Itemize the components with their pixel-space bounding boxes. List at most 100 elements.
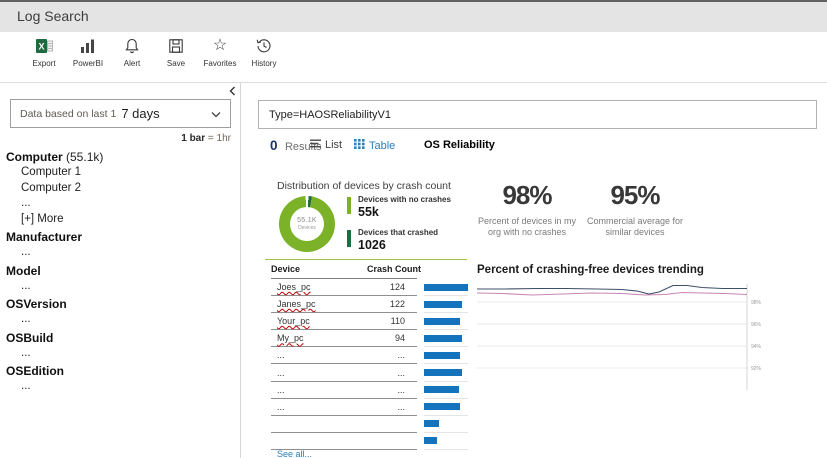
facet-model[interactable]: Model xyxy=(6,263,41,278)
y-tick-3: 94% xyxy=(751,344,762,350)
time-range-value: 7 days xyxy=(121,106,160,121)
time-range-prefix: Data based on last 1 xyxy=(20,107,117,120)
chevron-down-icon xyxy=(211,105,221,123)
stat-org-caption: Percent of devices in my org with no cra… xyxy=(477,216,577,237)
table-row[interactable]: ...... xyxy=(271,347,417,365)
trend-chart[interactable]: 98% 96% 94% 92% xyxy=(476,280,769,400)
table-label: Table xyxy=(369,139,396,152)
alert-button[interactable]: Alert xyxy=(110,36,154,68)
device-table-header-line xyxy=(271,278,417,279)
collapse-panel-chevron-icon[interactable] xyxy=(228,83,240,96)
table-row[interactable]: ...... xyxy=(271,399,417,416)
facet-item-osedition-ellipsis: ... xyxy=(21,380,31,392)
facet-list: Computer (55.1k) Computer 1 Computer 2 .… xyxy=(6,149,231,395)
crash-bar xyxy=(424,386,459,394)
crash-count-bar-column xyxy=(424,279,468,450)
col-crash-count: Crash Count xyxy=(367,264,421,274)
table-row[interactable]: ...... xyxy=(271,382,417,399)
legend-label-crashed: Devices that crashed xyxy=(358,228,439,237)
legend-no-crashes: Devices with no crashes 55k xyxy=(347,195,451,219)
table-row[interactable]: ...... xyxy=(271,364,417,382)
crash-bar xyxy=(424,403,461,411)
powerbi-button[interactable]: PowerBI xyxy=(66,36,110,68)
crash-bar xyxy=(424,300,463,308)
export-button[interactable]: X Export xyxy=(22,36,66,68)
stat-commercial-value: 95% xyxy=(610,180,660,210)
bar-scale-note: 1 bar = 1hr xyxy=(181,133,231,144)
stat-org-no-crashes: 98% Percent of devices in my org with no… xyxy=(475,180,579,238)
donut-center-label: Devices xyxy=(298,225,316,231)
facet-computer[interactable]: Computer (55.1k) xyxy=(6,150,104,164)
alert-label: Alert xyxy=(123,59,141,68)
facet-osedition[interactable]: OSEdition xyxy=(6,364,64,378)
see-all-link[interactable]: See all... xyxy=(277,449,313,458)
crash-bar xyxy=(424,283,468,291)
toolbar-divider xyxy=(0,82,827,83)
history-icon xyxy=(255,36,273,56)
facet-osversion[interactable]: OSVersion xyxy=(6,297,67,311)
star-icon: ☆ xyxy=(212,37,228,54)
history-button[interactable]: History xyxy=(242,36,286,68)
bar-scale-rest: = 1hr xyxy=(207,133,231,144)
distribution-title: Distribution of devices by crash count xyxy=(277,180,451,192)
y-tick-2: 96% xyxy=(751,322,762,328)
device-table-rows: Joes_pc 124 Janes_pc 122 Your_pc 110 My_pc 9… xyxy=(271,279,417,450)
y-tick-1: 98% xyxy=(751,300,762,306)
table-row[interactable]: Janes_pc 122 xyxy=(271,296,417,314)
facet-item-model-ellipsis: ... xyxy=(21,279,31,292)
legend-value-crashed: 1026 xyxy=(358,238,386,252)
svg-text:X: X xyxy=(38,42,44,52)
legend-label-no-crashes: Devices with no crashes xyxy=(358,195,451,204)
donut-center: 55.1K Devices xyxy=(290,207,324,241)
bell-icon xyxy=(123,36,141,56)
list-view-toggle[interactable]: List xyxy=(310,139,342,151)
facet-osbuild[interactable]: OSBuild xyxy=(6,330,54,345)
toolbar: X Export PowerBI Alert Save ☆ Favorites xyxy=(0,32,827,81)
time-range-dropdown[interactable]: Data based on last 1 7 days xyxy=(10,99,231,128)
facet-computer-count: (55.1k) xyxy=(66,150,104,164)
col-device: Device xyxy=(271,264,301,274)
crash-bar xyxy=(424,437,438,445)
left-panel: Data based on last 1 7 days 1 bar = 1hr … xyxy=(0,83,240,458)
excel-export-icon: X xyxy=(35,36,54,56)
result-count-number: 0 xyxy=(270,138,278,153)
list-icon xyxy=(310,139,321,151)
tab-os-reliability[interactable]: OS Reliability xyxy=(424,139,495,151)
table-row[interactable]: Joes_pc 124 xyxy=(271,279,417,297)
favorites-button[interactable]: ☆ Favorites xyxy=(198,36,242,68)
search-query-input[interactable] xyxy=(258,100,817,129)
crash-donut-chart[interactable]: 55.1K Devices xyxy=(279,196,335,252)
powerbi-icon xyxy=(79,36,97,56)
table-row[interactable] xyxy=(271,433,417,450)
page-title: Log Search xyxy=(17,8,89,24)
table-row[interactable] xyxy=(271,416,417,433)
list-label: List xyxy=(325,139,343,151)
facet-item-more[interactable]: [+] More xyxy=(21,212,64,225)
save-icon xyxy=(167,36,185,56)
header: Log Search xyxy=(0,2,827,32)
trend-chart-title: Percent of crashing-free devices trendin… xyxy=(477,264,704,276)
legend-crashed: Devices that crashed 1026 xyxy=(347,228,451,252)
crash-bar xyxy=(424,334,462,342)
crash-bar xyxy=(424,317,461,325)
facet-manufacturer[interactable]: Manufacturer xyxy=(6,230,83,244)
facet-item-osversion-ellipsis: ... xyxy=(21,313,31,325)
facet-item-manufacturer-ellipsis: ... xyxy=(21,246,31,258)
legend-swatch-no-crashes xyxy=(347,197,351,214)
table-view-toggle[interactable]: Table xyxy=(354,139,395,152)
stat-commercial-average: 95% Commercial average for similar devic… xyxy=(577,180,693,238)
save-button[interactable]: Save xyxy=(154,36,198,68)
table-row[interactable]: Your_pc 110 xyxy=(271,313,417,331)
facet-item-computer-2[interactable]: Computer 2 xyxy=(21,181,82,194)
legend-swatch-crashed xyxy=(347,230,351,247)
trend-line xyxy=(477,284,747,295)
favorites-label: Favorites xyxy=(203,59,237,68)
powerbi-label: PowerBI xyxy=(72,59,104,68)
trend-line xyxy=(476,291,748,296)
table-row[interactable]: My_pc 94 xyxy=(271,330,417,348)
facet-item-computer-1[interactable]: Computer 1 xyxy=(21,166,82,178)
history-label: History xyxy=(251,59,277,68)
device-table-header: Device Crash Count xyxy=(271,264,421,274)
facet-item-osbuild-ellipsis: ... xyxy=(21,346,31,359)
